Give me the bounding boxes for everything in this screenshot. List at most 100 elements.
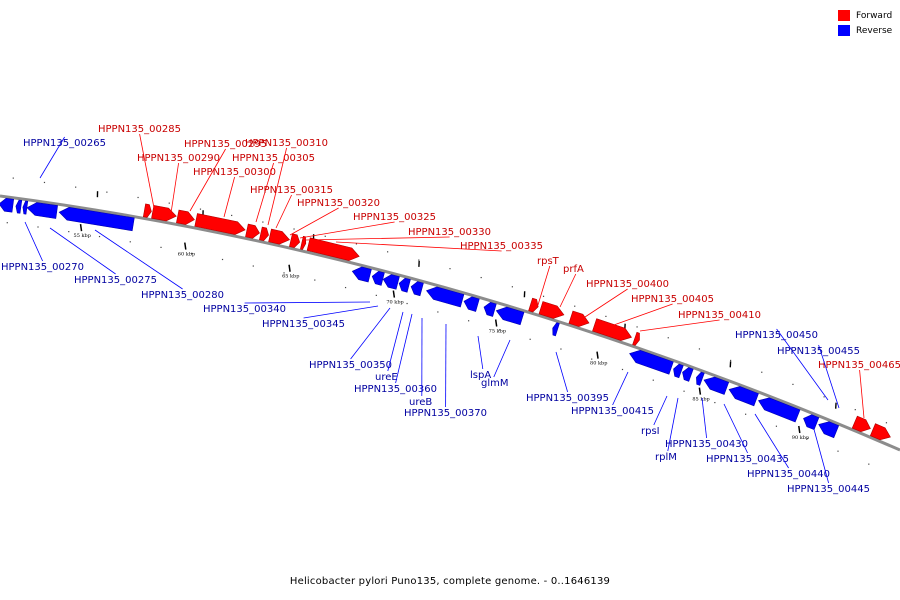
- guide-dot: [498, 329, 500, 331]
- reverse-gene-arrow: [22, 200, 29, 215]
- label-leader: [303, 305, 379, 319]
- guide-dot: [355, 243, 358, 245]
- label-leader: [584, 288, 628, 318]
- forward-gene-arrow: [300, 235, 307, 250]
- guide-dot: [667, 337, 669, 339]
- guide-dot: [885, 422, 888, 424]
- label-leader: [275, 194, 292, 229]
- guide-dot: [344, 286, 347, 289]
- ruler-label: 65 kbp: [282, 274, 299, 280]
- guide-dot: [12, 177, 14, 179]
- reverse-gene-label: ureB: [409, 397, 432, 408]
- label-leader: [537, 265, 551, 306]
- reverse-gene-label: HPPN135_00415: [571, 406, 654, 417]
- reverse-gene-arrow: [696, 371, 705, 386]
- label-leader: [493, 339, 511, 378]
- guide-dot: [387, 251, 389, 253]
- guide-dot: [511, 286, 513, 288]
- ruler-tick: [288, 264, 291, 272]
- guide-dot: [823, 396, 825, 398]
- ruler-tick: [494, 319, 498, 327]
- ruler-tick: [798, 425, 801, 434]
- guide-dot: [37, 226, 39, 228]
- guide-dot: [418, 259, 420, 261]
- reverse-gene-label: HPPN135_00450: [735, 330, 818, 341]
- label-leader: [24, 221, 43, 262]
- reverse-gene-arrow: [26, 202, 58, 219]
- reverse-gene-arrow: [495, 306, 525, 326]
- ruler-label: 90 kbp: [792, 435, 809, 441]
- label-leader: [859, 369, 865, 419]
- reverse-gene-arrow: [629, 349, 674, 375]
- guide-dot: [806, 437, 808, 440]
- forward-gene-label: prfA: [563, 264, 584, 275]
- guide-dot: [168, 202, 170, 204]
- label-leader: [139, 133, 156, 214]
- reverse-gene-arrow: [703, 376, 730, 395]
- reverse-gene-label: HPPN135_00350: [309, 360, 392, 371]
- guide-dot: [621, 368, 624, 371]
- label-leader: [289, 207, 339, 236]
- guide-dot: [480, 276, 482, 279]
- guide-dot: [745, 413, 747, 415]
- reverse-gene-label: HPPN135_00265: [23, 138, 106, 149]
- forward-gene-label: HPPN135_00335: [460, 241, 543, 252]
- label-leader: [818, 344, 840, 409]
- forward-gene-arrow: [592, 318, 632, 341]
- ruler-tick: [392, 290, 396, 298]
- forward-gene-arrow: [568, 310, 590, 327]
- guide-dot: [792, 383, 794, 385]
- label-leader: [335, 241, 502, 252]
- reverse-gene-label: rpsI: [641, 426, 660, 437]
- guide-dot: [605, 315, 607, 317]
- reverse-gene-label: HPPN135_00435: [706, 454, 789, 465]
- reverse-gene-arrow: [410, 281, 424, 297]
- guide-dot: [221, 258, 224, 261]
- reverse-gene-arrow: [803, 414, 820, 430]
- forward-gene-arrow: [142, 203, 152, 218]
- reverse-gene-arrow: [382, 274, 400, 290]
- forward-gene-label: HPPN135_00305: [232, 153, 315, 164]
- forward-gene-arrow: [176, 209, 195, 225]
- guide-dot: [652, 379, 654, 381]
- reverse-gene-label: HPPN135_00360: [354, 384, 437, 395]
- guide-dot: [868, 463, 870, 465]
- guide-dot: [468, 320, 470, 322]
- label-leader: [255, 162, 274, 223]
- ruler-tick: [596, 351, 599, 359]
- label-leader: [723, 403, 748, 454]
- reverse-gene-arrow: [463, 296, 480, 312]
- reverse-gene-label: HPPN135_00395: [526, 393, 609, 404]
- guide-dot: [761, 371, 763, 373]
- label-leader: [94, 229, 183, 290]
- reverse-gene-arrow: [758, 397, 801, 423]
- guide-dot: [98, 235, 101, 238]
- guide-dot: [854, 409, 856, 411]
- ruler-label: 70 kbp: [386, 300, 403, 306]
- forward-gene-arrow: [851, 415, 871, 433]
- ruler-label: 60 kbp: [178, 252, 195, 258]
- guide-dot: [775, 425, 778, 427]
- ruler-tick: [79, 223, 83, 232]
- forward-gene-arrow: [194, 213, 246, 235]
- guide-dot: [191, 252, 193, 254]
- guide-dot: [252, 265, 254, 267]
- guide-dot: [837, 450, 839, 452]
- label-leader: [267, 147, 287, 226]
- reverse-gene-label: HPPN135_00280: [141, 290, 224, 301]
- ruler-label: 80 kbp: [590, 361, 607, 367]
- ruler-label: 55 kbp: [74, 233, 91, 239]
- label-leader: [350, 307, 391, 360]
- forward-gene-arrow: [245, 223, 260, 239]
- reverse-gene-label: HPPN135_00345: [262, 319, 345, 330]
- guide-dot: [406, 302, 408, 305]
- label-leader: [395, 313, 413, 384]
- label-leader: [223, 176, 235, 218]
- reverse-swatch-icon: [838, 25, 850, 36]
- guide-dot: [714, 401, 716, 404]
- reverse-gene-arrow: [818, 421, 840, 439]
- ruler-label: 75 kbp: [489, 329, 506, 335]
- guide-dot: [560, 348, 562, 350]
- guide-dot: [324, 235, 326, 237]
- reverse-gene-arrow: [552, 322, 560, 337]
